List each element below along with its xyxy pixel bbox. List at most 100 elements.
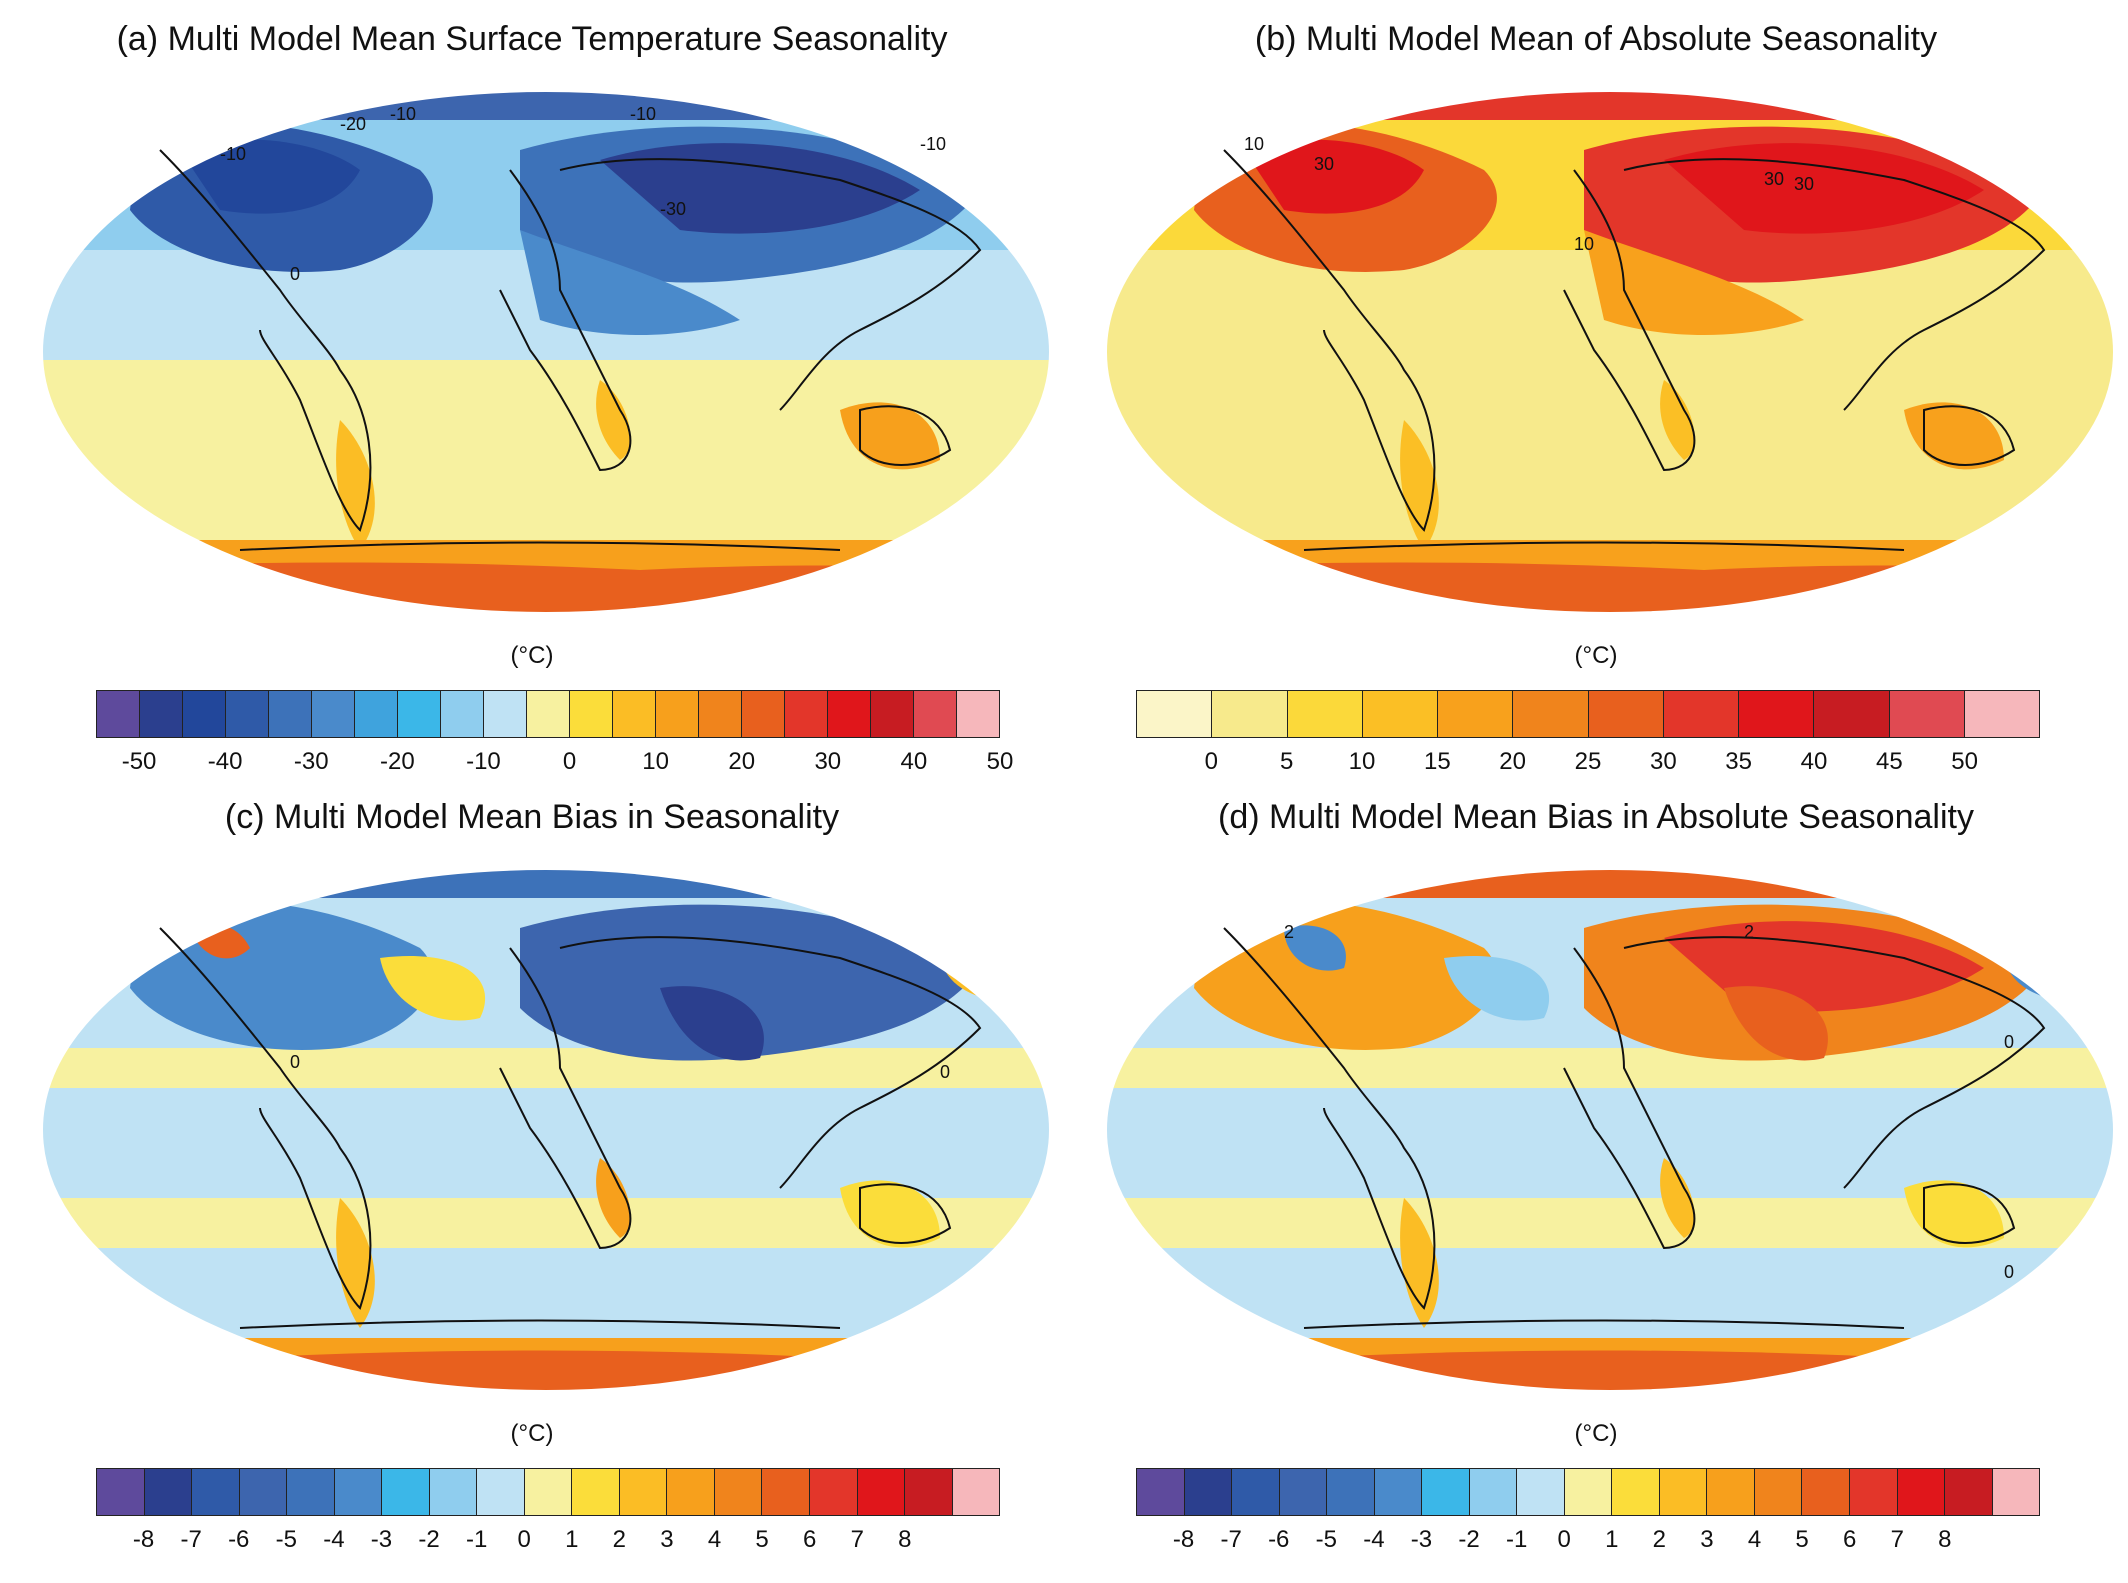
colorbar (1136, 1468, 2040, 1516)
colorbar-tick-label: -2 (418, 1526, 440, 1553)
colorbar-swatch (1802, 1469, 1850, 1515)
colorbar-swatch (619, 1469, 668, 1515)
colorbar-swatch (1945, 1469, 1993, 1515)
colorbar-tick-label: 40 (900, 748, 928, 775)
colorbar-swatch (1327, 1469, 1375, 1515)
colorbar (96, 1468, 1000, 1516)
contour-label: 30 (1794, 174, 1814, 194)
colorbar-tick-label: 2 (612, 1526, 627, 1553)
colorbar-swatch (441, 691, 484, 737)
colorbar-swatch (570, 691, 613, 737)
colorbar-swatch (312, 691, 355, 737)
colorbar-tick-label: -40 (207, 748, 243, 775)
unit-label: (°C) (510, 1420, 554, 1447)
colorbar-tick-label: -3 (1410, 1526, 1433, 1553)
colorbar-swatch (1754, 1469, 1803, 1515)
contour-label: 0 (940, 1062, 950, 1082)
coastlines (1223, 149, 2046, 551)
contour-label: -30 (660, 199, 686, 219)
colorbar-swatch (914, 691, 957, 737)
colorbar-tick-label: 50 (986, 748, 1014, 775)
panel-title: (b) Multi Model Mean of Absolute Seasona… (1254, 20, 1938, 58)
colorbar-tick-label: -5 (1315, 1526, 1337, 1553)
colorbar-tick-label: 35 (1725, 748, 1753, 775)
colorbar-tick-label: -10 (466, 748, 501, 775)
colorbar-tick-label: -5 (275, 1526, 297, 1553)
colorbar-swatch (613, 691, 656, 737)
colorbar-ticks: -50 -40 -30 -20 -10 0 10 20 30 40 50 (96, 748, 1014, 778)
colorbar-tick-label: 8 (1938, 1526, 1952, 1553)
colorbar-tick-label: -7 (180, 1526, 202, 1553)
unit-label: (°C) (1574, 642, 1618, 669)
colorbar-tick-label: 5 (755, 1526, 769, 1553)
colorbar-swatch (287, 1469, 335, 1515)
colorbar-swatch (1889, 691, 1965, 737)
panel-title: (c) Multi Model Mean Bias in Seasonality (224, 798, 840, 836)
colorbar-swatch (269, 691, 312, 737)
colorbar-swatch (572, 1469, 620, 1515)
colorbar-swatch (785, 691, 828, 737)
colorbar-swatch (656, 691, 699, 737)
colorbar-swatch (1707, 1469, 1755, 1515)
colorbar-swatch (524, 1469, 573, 1515)
colorbar-swatch (1964, 691, 2039, 737)
colorbar-swatch (1612, 1469, 1660, 1515)
colorbar-swatch (1212, 691, 1288, 737)
colorbar-tick-label: -4 (1363, 1526, 1385, 1553)
colorbar-swatch (957, 691, 999, 737)
colorbar-swatch (140, 691, 183, 737)
contour-label: -10 (920, 134, 946, 154)
coastlines (1223, 927, 2046, 1329)
colorbar-tick-label: 15 (1423, 748, 1451, 775)
colorbar-swatch (1814, 691, 1890, 737)
colorbar-swatch (1469, 1469, 1518, 1515)
colorbar-swatch (1184, 1469, 1233, 1515)
colorbar-swatch (1438, 691, 1514, 737)
colorbar-swatch (1663, 691, 1739, 737)
colorbar-tick-label: 10 (642, 748, 669, 775)
colorbar-tick-label: -2 (1458, 1526, 1480, 1553)
colorbar-tick-label: 30 (1649, 748, 1677, 775)
colorbar-tick-label: 0 (1204, 748, 1219, 775)
colorbar-tick-label: 6 (802, 1526, 817, 1553)
colorbar-tick-label: 50 (1951, 748, 1979, 775)
colorbar-tick-label: 2 (1652, 1526, 1667, 1553)
colorbar-swatch (355, 691, 398, 737)
colorbar-swatch (1287, 691, 1363, 737)
colorbar-swatch (477, 1469, 525, 1515)
contour-label: 0 (2004, 1262, 2014, 1282)
colorbar-tick-label: -3 (370, 1526, 393, 1553)
colorbar-swatch (1137, 691, 1213, 737)
panel-title: (a) Multi Model Mean Surface Temperature… (116, 20, 948, 58)
colorbar-ticks: 0 5 10 15 20 25 30 35 40 45 50 (1136, 748, 2040, 778)
unit-label: (°C) (510, 642, 554, 669)
colorbar-swatch (1659, 1469, 1708, 1515)
colorbar-swatch (699, 691, 742, 737)
colorbar-swatch (905, 1469, 953, 1515)
panel-b: (b) Multi Model Mean of Absolute Seasona… (1064, 0, 2128, 790)
colorbar-tick-label: 7 (850, 1526, 864, 1553)
colorbar-swatch (857, 1469, 906, 1515)
contour-label: 0 (290, 264, 300, 284)
colorbar-swatch (1513, 691, 1589, 737)
colorbar-swatch (1279, 1469, 1328, 1515)
colorbar-swatch (714, 1469, 763, 1515)
colorbar-swatch (192, 1469, 240, 1515)
colorbar-swatch (1992, 1469, 2040, 1515)
contour-label: -10 (630, 104, 656, 124)
colorbar-swatch (226, 691, 269, 737)
colorbar-swatch (1137, 1469, 1185, 1515)
colorbar-tick-label: -8 (1172, 1526, 1195, 1553)
colorbar-tick-label: 5 (1795, 1526, 1809, 1553)
colorbar-tick-label: 8 (898, 1526, 912, 1553)
colorbar-tick-label: 7 (1890, 1526, 1904, 1553)
colorbar-swatch (1849, 1469, 1898, 1515)
contour-label: 0 (290, 1052, 300, 1072)
contour-label: 0 (2004, 1032, 2014, 1052)
colorbar-swatch (144, 1469, 193, 1515)
colorbar-swatch (239, 1469, 288, 1515)
contour-label: 10 (1574, 234, 1594, 254)
colorbar-swatch (742, 691, 785, 737)
colorbar-swatch (1232, 1469, 1280, 1515)
contour-label: 2 (1284, 922, 1294, 942)
